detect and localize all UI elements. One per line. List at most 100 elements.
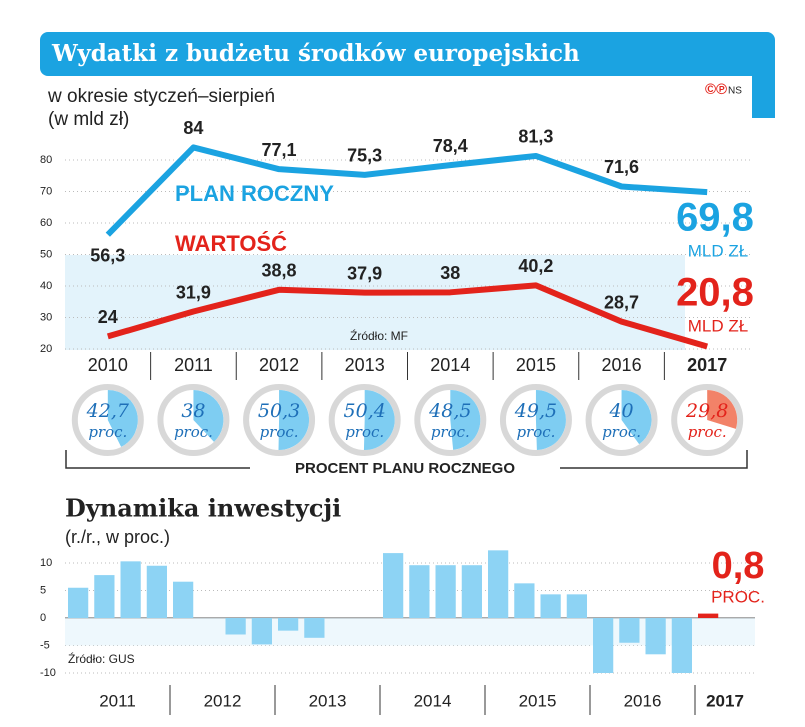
- value-label: 56,3: [90, 245, 125, 265]
- pie-unit: proc.: [431, 423, 470, 441]
- y-tick-label: -10: [40, 667, 56, 679]
- header-corner: [752, 60, 775, 118]
- unit: (w mld zł): [48, 109, 129, 130]
- value-label: 37,9: [347, 263, 382, 283]
- pie-value-label: 38: [181, 400, 205, 422]
- bar: [540, 594, 561, 618]
- pie-wedge: [707, 390, 738, 429]
- bar: [435, 565, 456, 618]
- pie-caption: PROCENT PLANU ROCZNEGO: [295, 460, 515, 477]
- x-tick-label: 2011: [99, 691, 136, 710]
- value-label: 75,3: [347, 146, 382, 166]
- end-value-label: 0,8: [712, 545, 765, 587]
- y-tick-label: 60: [40, 217, 52, 229]
- x-tick-label: 2017: [687, 355, 727, 375]
- chart-title: Dynamika inwestycji: [65, 494, 341, 523]
- pie-wedge: [107, 390, 138, 447]
- pie-value-label: 42,7: [86, 400, 130, 422]
- x-tick-label: 2017: [706, 691, 744, 710]
- pie-value-label: 50,3: [258, 400, 300, 422]
- pie-wedge: [193, 390, 224, 442]
- value-label: 77,1: [262, 140, 297, 160]
- bar: [566, 594, 587, 618]
- pie-value-label: 40: [608, 400, 633, 422]
- y-tick-label: 20: [40, 343, 52, 355]
- x-tick-label: 2015: [519, 691, 557, 710]
- bar: [120, 561, 141, 618]
- y-tick-label: 70: [40, 185, 52, 197]
- pie-unit: proc.: [88, 423, 127, 441]
- end-value-label: 20,8: [676, 271, 754, 315]
- bar: [671, 618, 692, 673]
- value-label: 71,6: [604, 157, 639, 177]
- x-tick-label: 2014: [414, 691, 452, 710]
- pie-wedge: [278, 390, 310, 450]
- x-tick-label: 2014: [430, 355, 470, 375]
- pie-wedge: [621, 390, 652, 445]
- logo: ©℗: [705, 81, 727, 98]
- bar: [698, 613, 719, 618]
- y-tick-label: 0: [40, 612, 46, 624]
- bar: [68, 587, 89, 618]
- value-label: 78,4: [433, 136, 468, 156]
- bar: [146, 565, 167, 618]
- chart-subtitle: (r./r., w proc.): [65, 527, 170, 547]
- bar: [409, 565, 430, 618]
- bar: [645, 618, 666, 655]
- x-tick-label: 2016: [602, 355, 642, 375]
- value-label: 40,2: [518, 256, 553, 276]
- bar: [225, 618, 246, 635]
- line: [105, 144, 708, 237]
- pie-value-label: 50,4: [344, 400, 386, 422]
- zero-band: [65, 618, 755, 646]
- end-unit: PROC.: [711, 587, 765, 606]
- bracket: [65, 450, 748, 469]
- subtitle: w okresie styczeń–sierpień: [47, 86, 275, 107]
- y-tick-label: 40: [40, 280, 52, 292]
- x-tick-label: 2013: [309, 691, 347, 710]
- bar: [488, 550, 509, 618]
- pie-unit: proc.: [602, 423, 641, 441]
- end-value-label: 69,8: [676, 196, 754, 240]
- bar: [383, 553, 404, 618]
- pie-value-label: 49,5: [514, 400, 557, 422]
- bar: [173, 581, 194, 618]
- pie-wedge: [363, 390, 395, 451]
- x-tick-label: 2016: [624, 691, 662, 710]
- x-tick-label: 2010: [88, 355, 128, 375]
- bar: [619, 618, 640, 643]
- y-tick-label: 10: [40, 557, 52, 569]
- brand: NS: [728, 86, 742, 97]
- bar: [461, 565, 482, 618]
- value-label: 84: [183, 118, 203, 138]
- source: Źródło: MF: [350, 328, 408, 343]
- series-label: PLAN ROCZNY: [175, 181, 334, 206]
- value-label: 31,9: [176, 282, 211, 302]
- pie-value-label: 48,5: [428, 400, 471, 422]
- pie-wedge: [535, 390, 566, 450]
- bar: [278, 618, 299, 631]
- y-tick-label: 80: [40, 154, 52, 166]
- x-tick-label: 2012: [204, 691, 242, 710]
- y-tick-label: 30: [40, 311, 52, 323]
- bar: [593, 618, 614, 673]
- y-tick-label: 5: [40, 584, 46, 596]
- bar: [514, 583, 535, 618]
- pie-unit: proc.: [516, 423, 555, 441]
- pie-unit: proc.: [345, 423, 384, 441]
- bar: [251, 618, 272, 645]
- title: Wydatki z budżetu środków europejskich: [51, 40, 580, 67]
- pie-value-label: 29,8: [685, 400, 728, 422]
- value-label: 24: [98, 307, 118, 327]
- value-label: 81,3: [518, 127, 553, 147]
- bar: [94, 575, 115, 618]
- pie-unit: proc.: [688, 423, 727, 441]
- pie-wedge: [450, 390, 481, 450]
- y-tick-label: 50: [40, 248, 52, 260]
- x-tick-label: 2015: [516, 355, 556, 375]
- bar: [304, 618, 325, 638]
- line: [106, 282, 709, 350]
- value-label: 28,7: [604, 292, 639, 312]
- pie-unit: proc.: [174, 423, 213, 441]
